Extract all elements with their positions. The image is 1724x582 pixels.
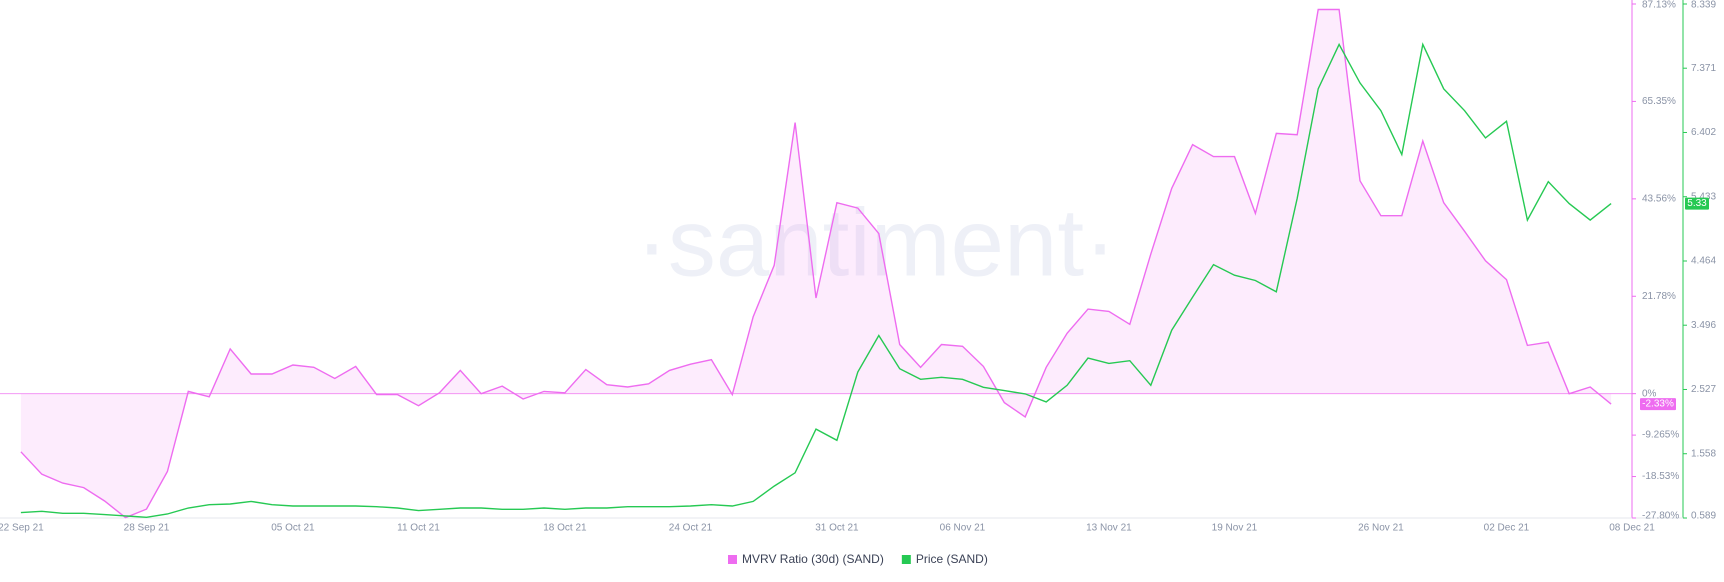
current-value-label: 5.33: [1687, 198, 1707, 209]
x-tick-label: 19 Nov 21: [1212, 523, 1258, 534]
x-tick-label: 31 Oct 21: [815, 523, 859, 534]
x-tick-label: 13 Nov 21: [1086, 523, 1132, 534]
y2-tick-label: 0.589: [1691, 511, 1716, 522]
y-tick-label: -27.80%: [1642, 511, 1679, 522]
x-tick-label: 26 Nov 21: [1358, 523, 1404, 534]
y2-tick-label: 8.339: [1691, 0, 1716, 11]
y-tick-label: -9.265%: [1642, 430, 1679, 441]
legend: MVRV Ratio (30d) (SAND) Price (SAND): [728, 552, 988, 566]
x-tick-label: 06 Nov 21: [940, 523, 986, 534]
x-tick-label: 28 Sep 21: [124, 523, 170, 534]
current-value-badge: [1685, 197, 1709, 210]
x-tick-label: 05 Oct 21: [271, 523, 315, 534]
y-tick-label: 21.78%: [1642, 291, 1676, 302]
legend-label: Price (SAND): [916, 552, 988, 566]
x-tick-label: 02 Dec 21: [1484, 523, 1530, 534]
current-value-badge: [1640, 398, 1676, 411]
y-tick-label: -18.53%: [1642, 471, 1679, 482]
x-tick-label: 22 Sep 21: [0, 523, 44, 534]
watermark: ·santiment·: [636, 189, 1116, 296]
y2-tick-label: 7.371: [1691, 63, 1716, 74]
legend-swatch: [901, 555, 911, 564]
current-value-label: -2.33%: [1642, 399, 1674, 410]
x-tick-label: 11 Oct 21: [397, 523, 440, 534]
y-tick-label: 43.56%: [1642, 193, 1676, 204]
legend-swatch: [728, 555, 737, 564]
y-tick-label: 65.35%: [1642, 96, 1676, 107]
y-tick-label: 87.13%: [1642, 0, 1676, 11]
y2-tick-label: 6.402: [1691, 127, 1716, 138]
y2-tick-label: 4.464: [1691, 256, 1716, 267]
y2-tick-label: 3.496: [1691, 320, 1716, 331]
series-area: [20, 9, 1612, 518]
x-tick-label: 24 Oct 21: [669, 523, 713, 534]
y2-tick-label: 5.433: [1691, 191, 1716, 202]
x-tick-label: 18 Oct 21: [543, 523, 587, 534]
series-line: [20, 42, 1612, 519]
legend-label: MVRV Ratio (30d) (SAND): [742, 552, 884, 566]
series-line: [20, 8, 1612, 519]
y2-tick-label: 1.558: [1691, 448, 1716, 459]
y-tick-label: 0%: [1642, 388, 1657, 399]
y2-tick-label: 2.527: [1691, 384, 1716, 395]
x-tick-label: 08 Dec 21: [1609, 523, 1655, 534]
